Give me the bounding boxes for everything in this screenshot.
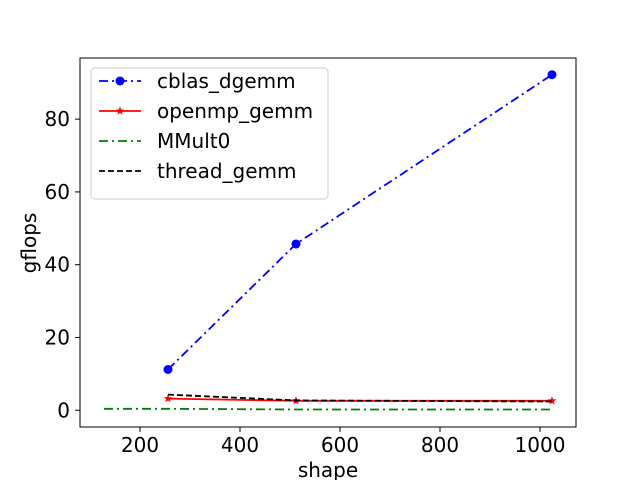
- data-point-openmp_gemm: [547, 396, 557, 405]
- legend-label-openmp_gemm: openmp_gemm: [157, 99, 313, 123]
- y-tick-label: 60: [45, 180, 70, 204]
- x-tick-label: 600: [321, 433, 359, 457]
- y-tick-label: 20: [45, 325, 70, 349]
- x-tick-label: 1000: [515, 433, 566, 457]
- legend-label-MMult0: MMult0: [157, 129, 230, 153]
- x-tick-label: 800: [421, 433, 459, 457]
- data-point-cblas_dgemm: [163, 365, 173, 375]
- x-tick-label: 200: [121, 433, 159, 457]
- legend-marker-openmp_gemm: [115, 106, 125, 115]
- y-tick-label: 0: [57, 398, 70, 422]
- series-line-MMult0: [104, 407, 552, 411]
- legend-label-thread_gemm: thread_gemm: [157, 159, 297, 183]
- y-tick-label: 80: [45, 107, 70, 131]
- legend-marker-cblas_dgemm: [115, 76, 125, 86]
- legend-label-cblas_dgemm: cblas_dgemm: [157, 69, 296, 93]
- y-axis-label: gflops: [17, 213, 41, 274]
- x-tick-label: 400: [221, 433, 259, 457]
- plot-frame: [79, 57, 577, 428]
- legend-box: [90, 67, 329, 200]
- data-point-cblas_dgemm: [547, 70, 557, 80]
- series-layer: [104, 70, 557, 411]
- legend: cblas_dgemm openmp_gemm MMult0 thread_gemm: [90, 67, 329, 200]
- y-axis: 0 20 40 60 80: [45, 107, 80, 422]
- x-axis: 200 400 600 800 1000: [121, 427, 566, 457]
- data-point-openmp_gemm: [163, 394, 173, 403]
- data-point-cblas_dgemm: [291, 239, 301, 249]
- x-axis-label: shape: [298, 458, 358, 480]
- y-tick-label: 40: [45, 253, 70, 277]
- series-line-thread_gemm: [167, 393, 553, 403]
